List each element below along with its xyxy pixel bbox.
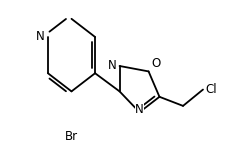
Text: O: O	[151, 57, 160, 70]
Text: N: N	[36, 31, 44, 44]
Text: N: N	[108, 59, 117, 72]
Text: Br: Br	[65, 130, 78, 143]
Text: Cl: Cl	[206, 83, 217, 96]
Text: N: N	[135, 103, 144, 116]
